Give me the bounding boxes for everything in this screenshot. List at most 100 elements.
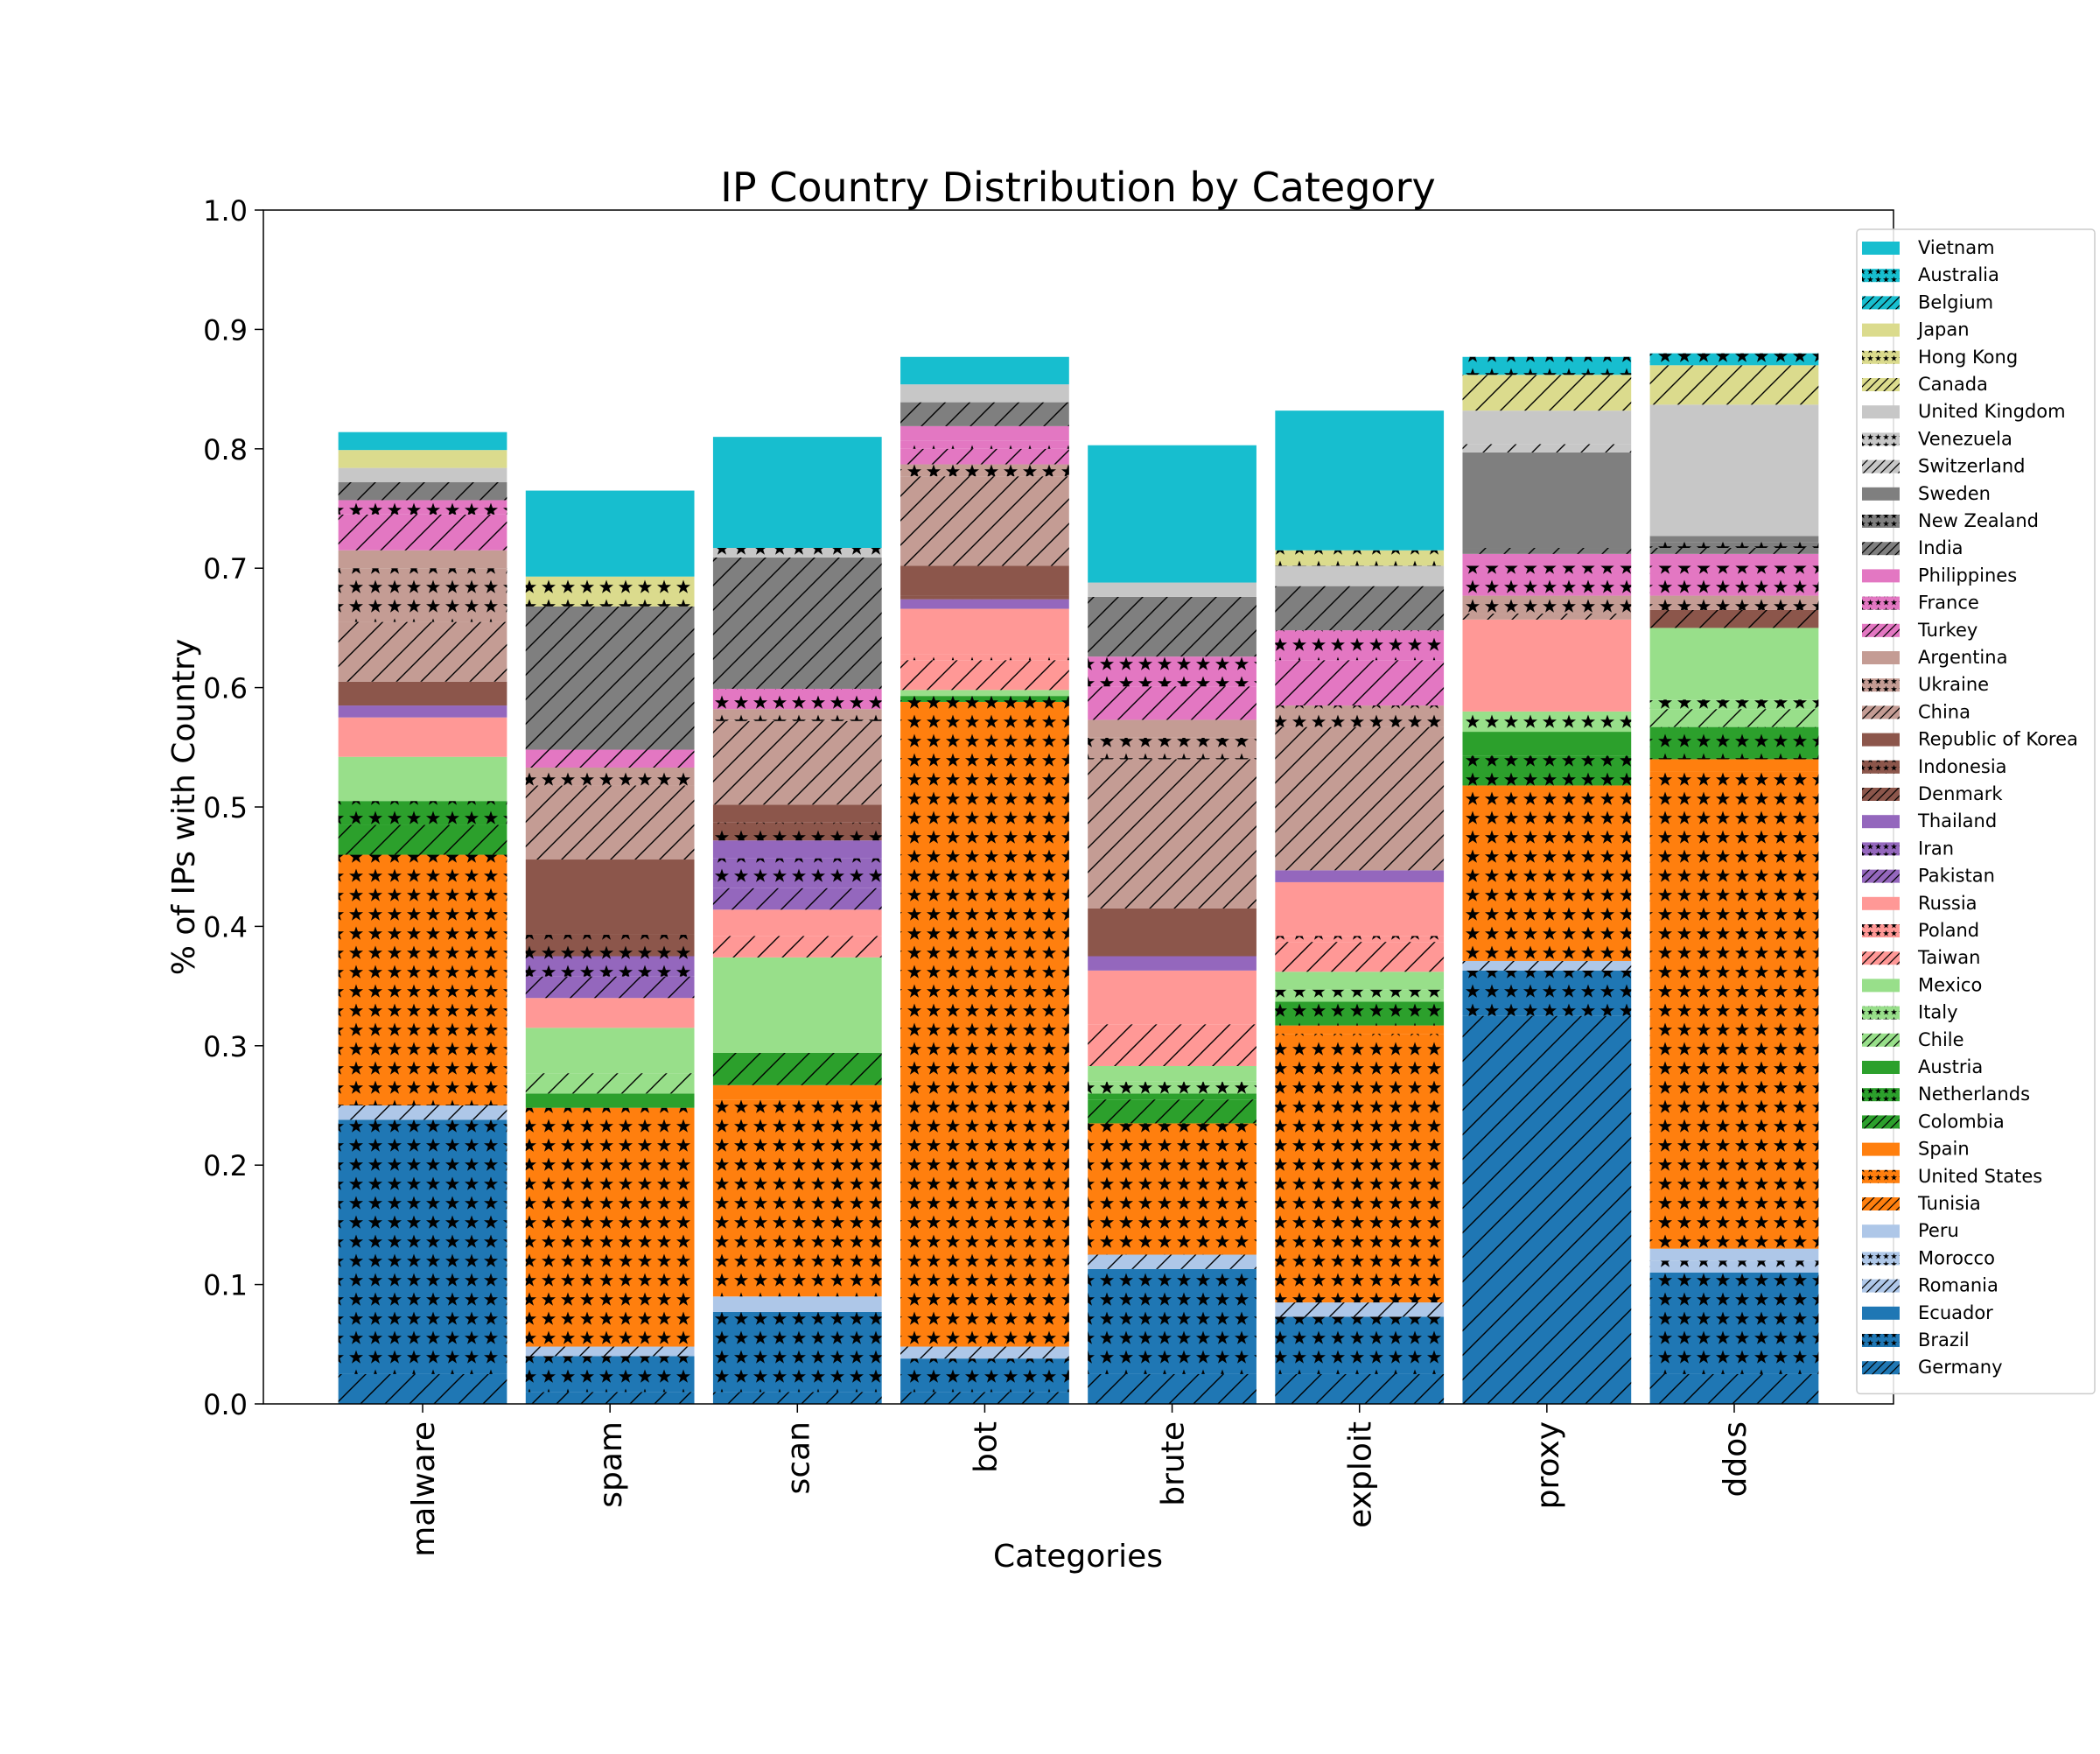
bar-segment-ddos-france <box>1649 565 1819 596</box>
bar-segment-proxy-india <box>1462 548 1632 554</box>
svg-text:Netherlands: Netherlands <box>1918 1084 2030 1105</box>
bar-segment-bot-netherlands <box>900 696 1069 702</box>
bar-segment-scan-germany <box>712 1392 882 1404</box>
bar-segment-spam-china <box>525 785 695 860</box>
legend-box <box>1856 228 2096 1395</box>
bar-segment-proxy-united-kingdom <box>1462 410 1632 445</box>
legend-item-japan: Japan <box>1862 319 1970 340</box>
bar-segment-bot-ukraine <box>900 464 1069 477</box>
legend-item-ukraine: Ukraine <box>1862 674 1989 695</box>
bar-segment-exploit-india <box>1275 586 1445 631</box>
x-tick-label-malware: malware <box>406 1421 442 1557</box>
x-tick-label-ddos: ddos <box>1718 1421 1754 1497</box>
plot-frame <box>262 209 1894 1405</box>
bar-segment-brute-argentina <box>1088 719 1256 738</box>
bar-segment-bot-mexico <box>900 690 1069 697</box>
svg-text:Taiwan: Taiwan <box>1917 947 1980 968</box>
bar-segment-ddos-peru <box>1649 1248 1819 1261</box>
y-tick-label: 0.2 <box>203 1149 248 1182</box>
svg-text:Austria: Austria <box>1918 1056 1983 1077</box>
bar-segment-proxy-france <box>1462 565 1632 596</box>
bar-segment-malware-ukraine <box>338 568 508 622</box>
bar-segment-malware-mexico <box>338 756 508 802</box>
bar-segment-proxy-ukraine <box>1462 595 1632 614</box>
bar-segment-exploit-thailand <box>1275 870 1445 882</box>
bar-segment-brute-colombia <box>1088 1099 1256 1124</box>
y-tick-label: 0.1 <box>203 1269 248 1302</box>
bar-segment-malware-united-states <box>338 854 508 1105</box>
bar-segment-malware-japan <box>338 450 508 468</box>
bar-segment-exploit-italy <box>1275 989 1445 1002</box>
legend-item-venezuela: Venezuela <box>1862 428 2012 449</box>
bar-segment-scan-indonesia <box>712 822 882 841</box>
legend-item-india: India <box>1862 537 1964 558</box>
bar-segment-exploit-russia <box>1275 881 1445 937</box>
svg-text:Switzerland: Switzerland <box>1918 456 2026 477</box>
bar-segment-proxy-united-states <box>1462 785 1632 961</box>
legend-item-spain: Spain <box>1862 1139 1970 1160</box>
bar-segment-ddos-united-states <box>1649 771 1819 1249</box>
bar-segment-ddos-sweden <box>1649 536 1819 543</box>
bar-segment-scan-russia <box>712 909 882 937</box>
bar-segment-ddos-spain <box>1649 759 1819 772</box>
svg-text:Denmark: Denmark <box>1918 783 2003 804</box>
bar-segment-spam-germany <box>525 1392 695 1404</box>
legend-item-philippines: Philippines <box>1862 565 2017 586</box>
bar-segment-bot-indonesia <box>900 595 1069 600</box>
bar-segment-brute-turkey <box>1088 686 1256 720</box>
bar-segment-scan-china <box>712 720 882 805</box>
bar-segment-bot-romania <box>900 1346 1069 1359</box>
bar-segment-scan-pakistan <box>712 888 882 910</box>
bar-segment-spam-iran <box>525 956 695 977</box>
svg-text:Brazil: Brazil <box>1918 1330 1970 1351</box>
bar-segment-scan-venezuela <box>712 548 882 558</box>
bar-segment-brute-thailand <box>1088 956 1256 971</box>
bar-segment-ddos-australia <box>1649 353 1819 366</box>
legend-item-colombia: Colombia <box>1862 1111 2005 1132</box>
bar-segment-scan-colombia <box>712 1052 882 1085</box>
bar-segment-ddos-denmark <box>1649 609 1819 628</box>
legend-item-australia: Australia <box>1862 264 1999 285</box>
bar-segment-scan-taiwan <box>712 936 882 958</box>
bar-segment-spam-chile <box>525 1073 695 1094</box>
legend-item-italy: Italy <box>1862 1002 1958 1023</box>
bar-segment-brute-republic-of-korea <box>1088 908 1256 957</box>
bar-segment-exploit-turkey <box>1275 660 1445 706</box>
bar-segment-spam-hong-kong <box>525 576 695 607</box>
bar-segment-ddos-brazil <box>1649 1272 1819 1374</box>
bar-segment-exploit-germany <box>1275 1373 1445 1404</box>
bar-segment-malware-china <box>338 621 508 682</box>
bar-segment-brute-brazil <box>1088 1268 1256 1374</box>
bar-segment-proxy-philippines <box>1462 553 1632 566</box>
x-axis-label: Categories <box>993 1539 1163 1575</box>
bar-segment-malware-thailand <box>338 705 508 718</box>
bar-segment-brute-france <box>1088 656 1256 687</box>
bar-segment-bot-france <box>900 440 1069 449</box>
bar-segment-bot-philippines <box>900 425 1069 441</box>
bar-segment-brute-mexico <box>1088 1065 1256 1082</box>
svg-text:Chile: Chile <box>1918 1029 1964 1050</box>
bar-stack-proxy <box>1462 356 1632 1404</box>
bar-segment-exploit-france <box>1275 630 1445 661</box>
legend-item-taiwan: Taiwan <box>1862 947 1980 968</box>
bar-segment-ddos-chile <box>1649 709 1819 727</box>
bar-segment-spam-republic-of-korea <box>525 859 695 935</box>
svg-text:United Kingdom: United Kingdom <box>1918 401 2066 422</box>
x-tick-label-bot: bot <box>968 1421 1004 1473</box>
y-axis-label: % of IPs with Country <box>166 639 202 976</box>
svg-text:New Zealand: New Zealand <box>1918 510 2039 531</box>
legend-item-france: France <box>1862 593 1979 614</box>
x-tick-label-scan: scan <box>780 1421 816 1494</box>
bar-segment-exploit-ukraine <box>1275 705 1445 727</box>
bar-segment-spam-ukraine <box>525 767 695 786</box>
bar-segment-brute-russia <box>1088 970 1256 1025</box>
y-tick-label: 0.7 <box>203 552 248 586</box>
legend-item-austria: Austria <box>1862 1056 1983 1077</box>
bars-layer <box>338 353 1819 1404</box>
y-tick-label: 0.9 <box>203 313 248 347</box>
y-tick-label: 0.0 <box>203 1388 248 1421</box>
bar-segment-exploit-united-states <box>1275 1034 1445 1303</box>
bar-segment-exploit-netherlands <box>1275 1001 1445 1026</box>
y-axis: 0.0 0.1 0.2 0.3 0.4 0.5 0.6 0.7 0.8 0.9 1.0 <box>203 194 263 1421</box>
